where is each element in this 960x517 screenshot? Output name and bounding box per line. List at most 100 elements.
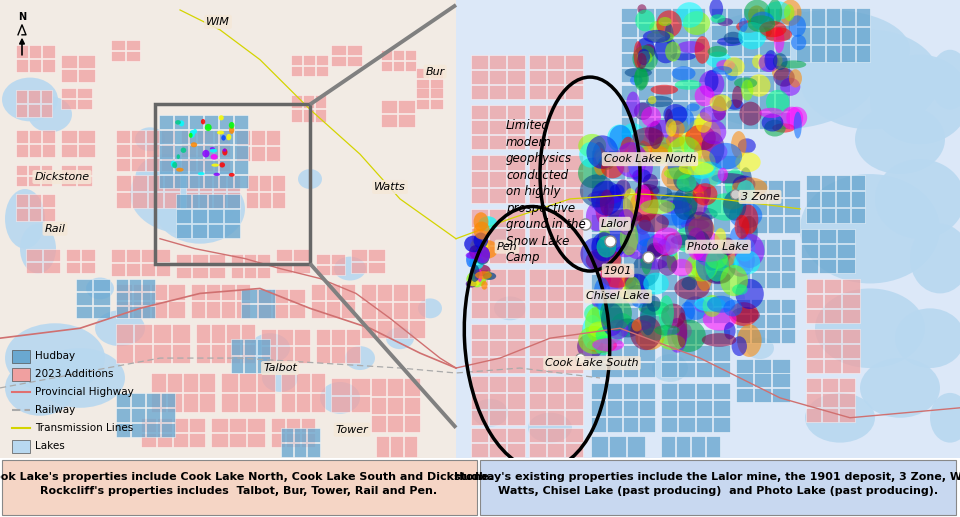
Bar xyxy=(330,265,345,275)
Bar xyxy=(470,171,488,187)
Bar xyxy=(230,267,243,278)
Bar xyxy=(219,115,232,129)
Bar xyxy=(470,55,488,69)
Bar xyxy=(257,267,270,278)
Ellipse shape xyxy=(688,170,709,192)
Ellipse shape xyxy=(298,169,322,189)
Ellipse shape xyxy=(177,154,180,159)
Bar xyxy=(176,254,191,266)
Bar xyxy=(751,272,764,288)
Bar xyxy=(158,175,173,189)
Bar xyxy=(226,324,239,343)
Ellipse shape xyxy=(615,318,640,338)
Ellipse shape xyxy=(714,228,727,249)
Ellipse shape xyxy=(640,258,667,270)
Bar xyxy=(780,272,795,288)
Ellipse shape xyxy=(695,85,714,107)
Bar xyxy=(160,158,175,171)
Bar xyxy=(772,373,789,387)
Ellipse shape xyxy=(618,276,637,302)
Ellipse shape xyxy=(685,125,716,151)
Bar xyxy=(158,160,173,174)
Bar xyxy=(507,269,524,285)
Ellipse shape xyxy=(629,149,653,184)
Bar xyxy=(151,373,166,392)
Bar xyxy=(197,158,213,171)
Bar xyxy=(768,216,783,233)
Bar xyxy=(142,292,155,305)
Bar xyxy=(643,179,660,193)
Bar xyxy=(246,192,258,208)
Ellipse shape xyxy=(752,54,766,69)
Ellipse shape xyxy=(595,326,622,344)
Bar xyxy=(751,256,764,271)
Bar xyxy=(623,400,638,416)
Ellipse shape xyxy=(855,104,945,174)
Bar xyxy=(393,321,408,338)
Bar xyxy=(507,209,524,226)
Bar xyxy=(821,208,834,223)
Bar xyxy=(851,175,865,190)
Bar xyxy=(233,115,248,129)
Ellipse shape xyxy=(910,224,960,294)
Bar xyxy=(60,55,77,68)
Bar xyxy=(192,194,207,208)
Text: Provincial Highway: Provincial Highway xyxy=(35,387,133,397)
Ellipse shape xyxy=(620,137,636,165)
Ellipse shape xyxy=(694,300,713,313)
Bar xyxy=(42,130,55,143)
Bar xyxy=(210,324,225,343)
Ellipse shape xyxy=(718,168,728,181)
Text: Rail: Rail xyxy=(44,224,65,234)
Bar xyxy=(684,200,702,214)
Bar xyxy=(41,176,53,186)
Bar xyxy=(330,254,345,264)
Bar xyxy=(148,175,163,191)
Bar xyxy=(273,175,284,191)
Bar xyxy=(196,344,209,362)
Ellipse shape xyxy=(685,252,718,281)
Bar xyxy=(489,324,506,339)
Bar xyxy=(310,301,324,318)
Ellipse shape xyxy=(591,232,616,262)
Bar xyxy=(665,200,684,214)
Bar xyxy=(671,8,687,22)
Bar xyxy=(489,393,506,408)
Bar xyxy=(835,175,850,190)
Ellipse shape xyxy=(203,150,209,158)
Ellipse shape xyxy=(473,221,490,239)
Bar xyxy=(60,164,76,175)
Bar xyxy=(12,368,30,381)
Bar xyxy=(688,117,705,132)
Bar xyxy=(115,292,128,305)
Ellipse shape xyxy=(667,107,694,133)
Bar xyxy=(547,324,564,339)
Bar xyxy=(565,340,583,356)
Ellipse shape xyxy=(685,211,713,245)
Bar xyxy=(77,164,91,175)
Bar xyxy=(796,27,809,44)
Bar xyxy=(713,291,730,306)
Bar xyxy=(688,101,705,116)
Bar xyxy=(280,373,295,392)
Bar xyxy=(688,38,705,52)
Bar xyxy=(341,301,354,318)
Bar xyxy=(824,344,841,358)
Bar xyxy=(276,249,292,261)
Bar xyxy=(775,25,789,40)
Ellipse shape xyxy=(680,324,692,339)
Bar xyxy=(205,301,220,318)
Bar xyxy=(623,215,638,232)
Bar xyxy=(233,160,248,174)
Ellipse shape xyxy=(637,292,650,304)
Bar xyxy=(310,373,324,392)
Ellipse shape xyxy=(210,154,218,160)
Text: Cook Lake North: Cook Lake North xyxy=(604,154,696,164)
Bar xyxy=(784,216,800,233)
Bar xyxy=(735,256,750,271)
Ellipse shape xyxy=(930,50,960,110)
Bar xyxy=(174,175,187,189)
Bar xyxy=(507,155,524,170)
Bar xyxy=(722,200,739,214)
Ellipse shape xyxy=(494,296,526,321)
